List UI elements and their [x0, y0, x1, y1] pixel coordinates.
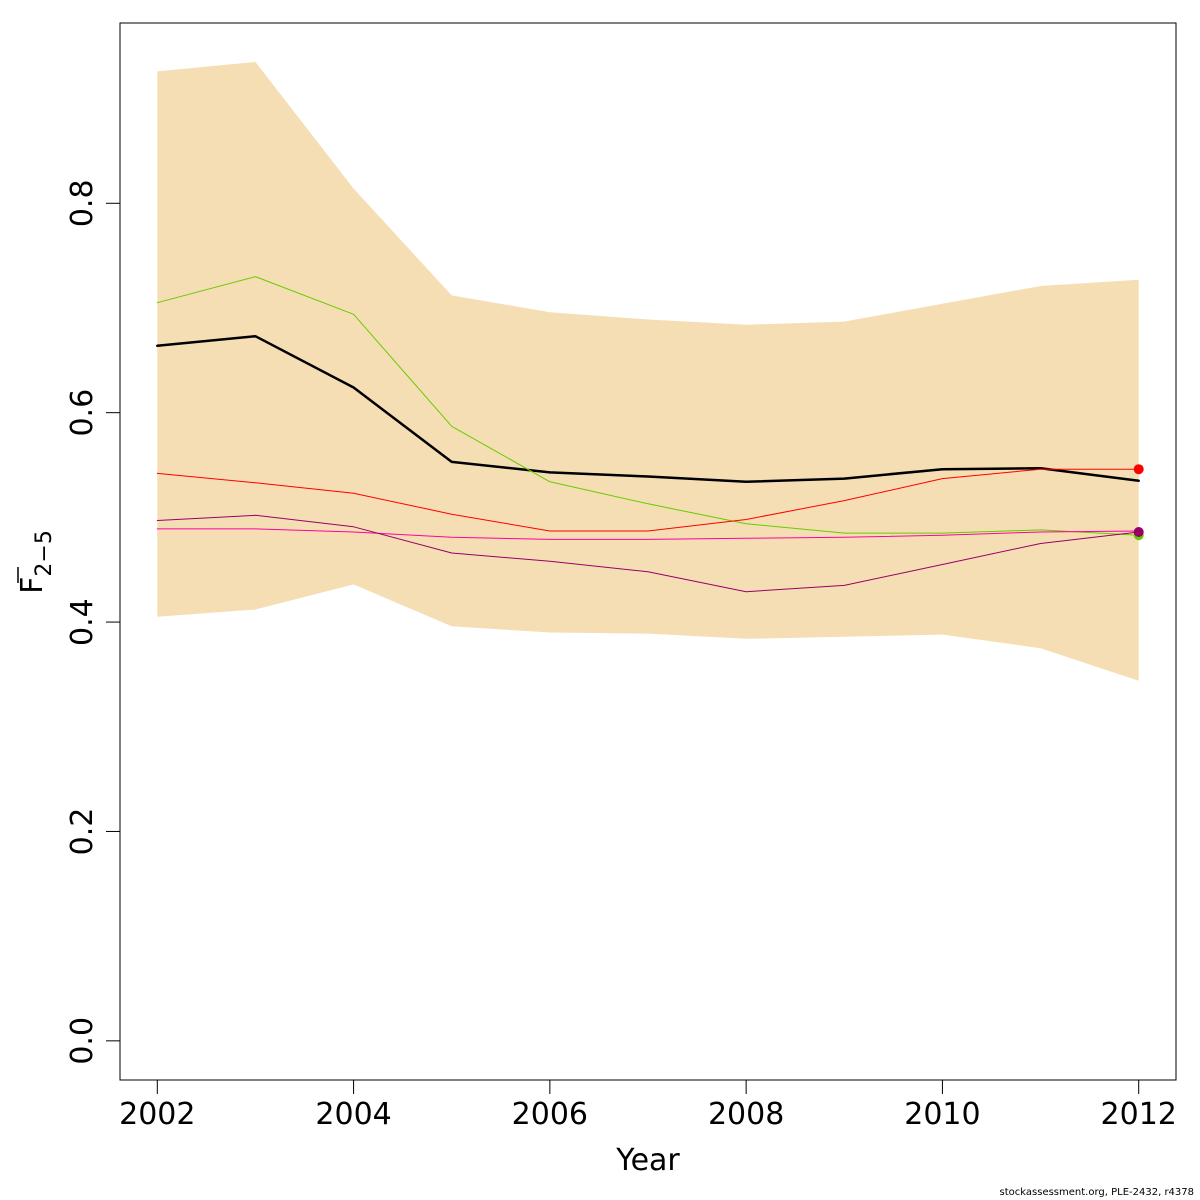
x-tick-label: 2002 — [119, 1097, 195, 1132]
series-line-2 — [156, 276, 1140, 536]
x-tick-label: 2006 — [512, 1097, 588, 1132]
y-tick-label: 0.0 — [65, 1017, 100, 1065]
x-tick-label: 2010 — [904, 1097, 980, 1132]
svg-text:F2−5: F2−5 — [15, 530, 57, 594]
y-tick-label: 0.8 — [65, 179, 100, 227]
confidence-band-layer — [157, 61, 1139, 681]
x-tick-label: 2012 — [1101, 1097, 1177, 1132]
series-line-1 — [156, 334, 1140, 484]
y-axis: 0.0 0.2 0.4 0.6 0.8 — [65, 179, 121, 1065]
y-axis-title: F2−5 — [15, 530, 57, 594]
series-layer — [156, 276, 1140, 593]
marker-layer — [1133, 464, 1144, 541]
y-tick-label: 0.6 — [65, 389, 100, 437]
series-end-marker-3 — [1133, 464, 1144, 475]
y-tick-label: 0.4 — [65, 598, 100, 646]
x-tick-label: 2004 — [315, 1097, 391, 1132]
series-end-marker-5 — [1133, 527, 1144, 537]
series-line-3 — [156, 468, 1140, 532]
footer-credit: stockassessment.org, PLE-2432, r4378 — [999, 1187, 1194, 1198]
y-axis-title-main: F — [15, 577, 50, 594]
y-tick-label: 0.2 — [65, 808, 100, 856]
series-line-5 — [156, 514, 1140, 593]
x-axis-title: Year — [615, 1143, 680, 1178]
x-tick-label: 2008 — [708, 1097, 784, 1132]
x-axis: 2002 2004 2006 2008 2010 2012 — [119, 1079, 1177, 1132]
y-axis-title-sub: 2−5 — [32, 530, 57, 576]
series-line-4 — [156, 528, 1140, 540]
confidence-band — [157, 61, 1139, 681]
